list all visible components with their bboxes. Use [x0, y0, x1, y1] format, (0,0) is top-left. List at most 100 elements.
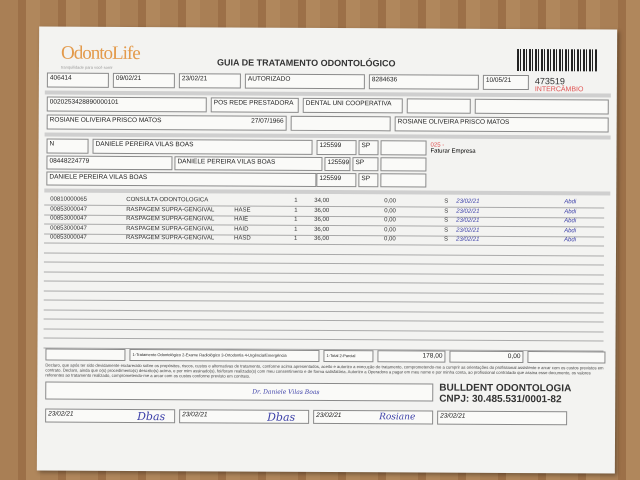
date: 23/02/21 [456, 236, 480, 243]
cro-executante: 125599 [324, 156, 351, 172]
quantity: 1 [294, 197, 298, 204]
codigo-operadora: 08448224779 [46, 155, 173, 171]
procedure-description: CONSULTA ODONTOLOGICA [126, 196, 209, 204]
procedure-description: RASPAGEM SUPRA-GENGIVAL [126, 234, 215, 242]
authorized: S [444, 208, 449, 215]
form-title: GUIA DE TRATAMENTO ODONTOLÓGICO [216, 57, 396, 69]
procedure-code: 00853000047 [50, 215, 87, 222]
date: 23/02/21 [456, 208, 480, 215]
date: 23/02/21 [456, 227, 480, 234]
tooth-region: HASD [234, 235, 251, 242]
carteira-value: 0020253428890000101 [49, 98, 119, 106]
data-termino [45, 348, 126, 361]
carimbo-empresa: 23/02/21 [437, 410, 568, 426]
signature: Abdi [564, 237, 577, 244]
procedure-code: 00853000047 [50, 206, 87, 213]
tooth-region: HASE [234, 207, 251, 214]
us-quantity: 36,00 [314, 207, 330, 214]
cro-solicitante: 125599 [316, 139, 357, 156]
company-stamp: BULLDENT ODONTOLOGIA CNPJ: 30.485.531/000… [439, 383, 571, 406]
atendimento-rn: N [46, 138, 89, 154]
profissional-solicitante: DANIELE PEREIRA VILAS BOAS [92, 138, 313, 155]
date-4: 23/02/21 [440, 412, 466, 420]
data-emissao: 09/02/21 [112, 72, 175, 89]
quantity: 1 [294, 226, 298, 233]
authorized: S [444, 227, 449, 234]
solicitante-value: DANIELE PEREIRA VILAS BOAS [95, 140, 194, 149]
us-quantity: 36,00 [314, 216, 330, 224]
value: 0,00 [384, 198, 396, 205]
registro-ans-value: 406414 [49, 74, 72, 82]
signature: Dbas [267, 410, 296, 424]
nascimento-value: 27/07/1966 [251, 117, 284, 125]
cartao-nacional-saude [474, 98, 609, 115]
authorized: S [444, 198, 449, 205]
signature: Abdi [564, 227, 577, 234]
tipo-atendimento-value: 1-Tratamento Odontológico 2-Exame Radiol… [132, 351, 287, 358]
quantity: 1 [294, 235, 298, 242]
data-autorizacao: 23/02/21 [178, 73, 241, 89]
total-us-value: 178,00 [422, 352, 443, 360]
value: 0,00 [384, 207, 396, 214]
declaracao-text: Declaro, que após ter sido devidamente e… [45, 362, 604, 379]
dental-treatment-form: OdontoLife tranquilidade para você sorrir… [36, 26, 618, 474]
cro-profissional: 125599 [316, 172, 357, 188]
procedure-code: 00810000065 [50, 196, 87, 203]
senha: AUTORIZADO [244, 73, 365, 90]
uf1-value: SP [361, 142, 371, 150]
titular-plano: ROSIANE OLIVEIRA PRISCO MATOS [394, 116, 609, 133]
cbo-solicitante [380, 140, 427, 156]
tipo-faturamento-value: 1-Total 2-Parcial [326, 352, 356, 359]
uf-profissional: SP [358, 173, 379, 188]
procedure-description: RASPAGEM SUPRA-GENGIVAL [126, 225, 215, 232]
cbo-executante [380, 157, 427, 172]
validade-senha: 10/05/21 [482, 74, 529, 91]
executante-value: DANIELE PEREIRA VILAS BOAS [177, 158, 276, 166]
tipo-atendimento: 1-Tratamento Odontológico 2-Exame Radiol… [129, 348, 320, 362]
tooth-region: HAIE [234, 216, 249, 223]
contratado-executante: DANIELE PEREIRA VILAS BOAS [174, 156, 323, 171]
procedure-description: RASPAGEM SUPRA-GENGIVAL [126, 215, 215, 223]
uf-solicitante: SP [358, 140, 379, 156]
guide-number: 473519 [534, 76, 565, 87]
validade-carteira [406, 98, 471, 114]
us-quantity: 36,00 [314, 226, 330, 233]
guia-principal: 8284636 [368, 74, 479, 90]
signature: Abdi [564, 208, 577, 215]
tipo-faturamento: 1-Total 2-Parcial [323, 349, 374, 363]
nome-value: ROSIANE OLIVEIRA PRISCO MATOS [49, 116, 162, 125]
uf3-value: SP [361, 175, 371, 183]
signature: Dbas [137, 410, 166, 424]
quantity: 1 [294, 216, 298, 223]
telefone [290, 115, 391, 132]
atendimento-rn-value: N [49, 140, 55, 148]
value: 0,00 [384, 226, 396, 233]
stamp-name: BULLDENT ODONTOLOGIA [439, 382, 572, 395]
date: 23/02/21 [456, 217, 480, 224]
uf-executante: SP [352, 157, 379, 172]
plano-value: POS REDE PRESTADORA [213, 99, 294, 107]
valor-total-value: 0,00 [507, 352, 521, 361]
barcode [516, 48, 598, 72]
cro3-value: 125599 [319, 174, 342, 183]
stamp-cnpj: CNPJ: 30.485.531/0001-82 [439, 393, 562, 406]
value: 0,00 [384, 236, 396, 243]
nome-beneficiario: ROSIANE OLIVEIRA PRISCO MATOS 27/07/1966 [46, 114, 287, 131]
signature: Abdi [564, 218, 577, 225]
faturamento-note: 025 - Faturar Empresa [431, 143, 476, 155]
profissional-executante-value: DANIELE PEREIRA VILAS BOAS [49, 173, 148, 182]
total-franquia [527, 351, 606, 364]
cro1-value: 125599 [319, 141, 342, 150]
tooth-region: HAID [234, 226, 249, 233]
data-emissao-value: 09/02/21 [115, 74, 142, 83]
senha-value: AUTORIZADO [247, 75, 291, 83]
note-text: Faturar Empresa [430, 148, 476, 155]
guia-principal-value: 8284636 [371, 76, 398, 84]
date: 23/02/21 [456, 198, 480, 205]
plano: POS REDE PRESTADORA [210, 97, 299, 113]
procedure-code: 00853000047 [50, 225, 87, 232]
registro-ans: 406414 [46, 72, 109, 88]
procedure-code: 00853000047 [50, 234, 87, 241]
data-autorizacao-value: 23/02/21 [181, 75, 208, 83]
us-quantity: 34,00 [314, 197, 330, 205]
